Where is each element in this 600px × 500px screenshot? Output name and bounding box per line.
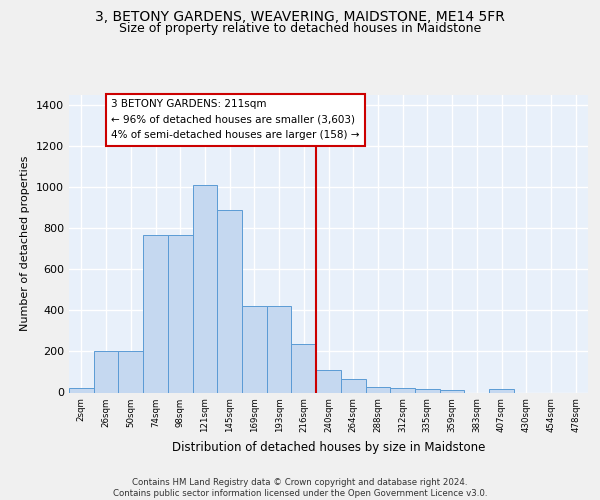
Bar	[390, 388, 415, 392]
Bar	[489, 390, 514, 392]
X-axis label: Distribution of detached houses by size in Maidstone: Distribution of detached houses by size …	[172, 440, 485, 454]
Bar	[292, 344, 316, 393]
Bar	[193, 186, 217, 392]
Bar	[143, 234, 168, 392]
Bar	[94, 352, 118, 393]
Bar	[316, 370, 341, 392]
Text: Contains HM Land Registry data © Crown copyright and database right 2024.
Contai: Contains HM Land Registry data © Crown c…	[113, 478, 487, 498]
Text: Size of property relative to detached houses in Maidstone: Size of property relative to detached ho…	[119, 22, 481, 35]
Y-axis label: Number of detached properties: Number of detached properties	[20, 156, 31, 332]
Bar	[415, 390, 440, 392]
Bar	[267, 306, 292, 392]
Bar	[365, 388, 390, 392]
Bar	[217, 210, 242, 392]
Bar	[168, 234, 193, 392]
Text: 3, BETONY GARDENS, WEAVERING, MAIDSTONE, ME14 5FR: 3, BETONY GARDENS, WEAVERING, MAIDSTONE,…	[95, 10, 505, 24]
Bar	[341, 379, 365, 392]
Text: 3 BETONY GARDENS: 211sqm
← 96% of detached houses are smaller (3,603)
4% of semi: 3 BETONY GARDENS: 211sqm ← 96% of detach…	[111, 99, 359, 140]
Bar	[440, 390, 464, 392]
Bar	[69, 388, 94, 392]
Bar	[118, 352, 143, 393]
Bar	[242, 306, 267, 392]
